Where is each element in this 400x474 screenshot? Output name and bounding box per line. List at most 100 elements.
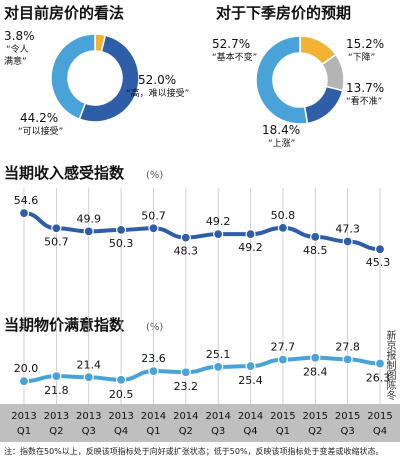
x-tick-quarter-1: Q2: [49, 426, 63, 437]
x-tick-quarter-2: Q3: [82, 426, 96, 437]
line1-point-2: [83, 226, 94, 237]
x-tick-year-2: 2013: [76, 411, 101, 422]
line2-point-3: [115, 374, 127, 385]
line1-label-6: 49.2: [206, 215, 231, 228]
x-tick-quarter-11: Q4: [373, 426, 387, 437]
pie-1-label-satisfied-line2: 满意”: [4, 55, 27, 67]
x-tick-year-7: 2014: [238, 411, 263, 422]
line2-label-0: 20.0: [14, 362, 39, 375]
line1-label-2: 49.9: [76, 212, 101, 225]
x-tick-quarter-9: Q2: [308, 426, 322, 437]
line1-point-4: [148, 223, 159, 234]
pie-1-value-satisfied: 3.8%: [4, 29, 35, 43]
pie-1-label-satisfied-line1: “令人: [6, 43, 29, 55]
line2-point-7: [245, 360, 256, 372]
line-2-unit: (%): [146, 322, 163, 333]
donut2-slice-2: [303, 85, 344, 125]
x-tick-quarter-0: Q1: [17, 426, 31, 437]
x-tick-year-4: 2014: [141, 411, 166, 422]
line2-label-4: 23.6: [141, 352, 166, 365]
line1-point-7: [245, 229, 256, 240]
line2-point-10: [342, 354, 353, 365]
footnote: 注：指数在50%以上，反映该项指标处于向好或扩张状态；低于50%，反映该项指标处…: [4, 447, 384, 456]
income-index-line: 54.6 50.7 49.9 50.3 50.7 48.3 49.2 49.2 50.8 48.5…: [14, 194, 391, 269]
pie-2-label-up: “上涨”: [268, 138, 295, 149]
price-satisfaction-line: 20.0 21.8 21.4 20.5 23.6 23.2 25.1 25.4 27.7 28.4…: [14, 340, 391, 400]
pie-2-value-unsure: 13.7%: [346, 81, 384, 95]
line1-point-1: [51, 223, 62, 234]
x-tick-quarter-6: Q3: [211, 426, 225, 437]
line2-point-9: [310, 352, 321, 363]
line2-point-2: [83, 372, 94, 383]
line2-point-4: [148, 366, 159, 377]
pie-2-value-down: 15.2%: [346, 37, 384, 51]
line1-point-11: [374, 244, 386, 255]
x-axis-band: [0, 404, 400, 442]
x-tick-year-9: 2015: [303, 411, 328, 422]
line1-label-3: 50.3: [109, 237, 134, 250]
line-1-title: 当期收入感受指数: [4, 164, 125, 182]
donut-next-quarter-expectation: [255, 35, 345, 125]
line1-point-6: [213, 229, 224, 240]
line2-point-6: [213, 361, 224, 373]
line1-label-10: 47.3: [335, 222, 360, 235]
donut1-slice-1: [78, 34, 140, 123]
line1-label-4: 50.7: [141, 209, 166, 222]
x-tick-quarter-4: Q1: [146, 426, 160, 437]
x-tick-quarter-7: Q4: [243, 426, 257, 437]
line2-point-5: [180, 367, 191, 378]
pie-1-title: 对目前房价的看法: [4, 4, 124, 22]
line2-label-9: 28.4: [303, 366, 328, 379]
line2-point-0: [18, 376, 30, 387]
x-tick-year-3: 2013: [108, 411, 133, 422]
x-tick-year-11: 2015: [367, 411, 392, 422]
line2-label-3: 20.5: [109, 388, 134, 401]
line2-point-8: [277, 354, 289, 365]
line1-label-11: 45.3: [366, 256, 391, 269]
pie-1-value-acceptable: 44.2%: [20, 111, 58, 125]
line2-point-1: [51, 371, 62, 382]
donut-current-price-view: [50, 33, 140, 123]
line1-label-8: 50.8: [271, 209, 296, 222]
line1-point-3: [115, 224, 127, 235]
line1-point-5: [180, 232, 191, 243]
x-tick-year-0: 2013: [11, 411, 36, 422]
x-tick-quarter-10: Q3: [341, 426, 355, 437]
x-tick-quarter-3: Q4: [114, 426, 128, 437]
x-tick-year-8: 2015: [270, 411, 295, 422]
line2-label-5: 23.2: [174, 380, 199, 393]
line1-label-1: 50.7: [44, 235, 69, 248]
line1-label-7: 49.2: [238, 241, 263, 254]
line1-label-5: 48.3: [174, 245, 199, 258]
pie-2-value-up: 18.4%: [262, 123, 300, 137]
line1-point-10: [342, 236, 353, 247]
x-tick-year-10: 2015: [335, 411, 360, 422]
x-tick-year-5: 2014: [173, 411, 198, 422]
pie-1-value-high: 52.0%: [138, 73, 176, 87]
line2-label-1: 21.8: [44, 384, 69, 397]
credit: 新京报制图陈冬: [384, 330, 395, 400]
pie-2-value-unchanged: 52.7%: [212, 37, 250, 51]
donut1-slice-2: [50, 33, 96, 121]
line1-point-8: [277, 222, 289, 233]
line2-label-2: 21.4: [76, 358, 101, 371]
line1-point-9: [310, 231, 321, 242]
donut2-slice-3: [255, 35, 309, 125]
line1-label-0: 54.6: [14, 194, 39, 207]
line-2-title: 当期物价满意指数: [4, 316, 125, 334]
x-axis-ticks: 2013 Q1 2013 Q2 2013 Q3 2013 Q4 2014 Q1 2014 Q2 2014…: [11, 411, 392, 437]
line2-label-7: 25.4: [238, 374, 263, 387]
pie-2-label-unsure: “看不准”: [346, 95, 382, 107]
x-tick-quarter-8: Q1: [276, 426, 290, 437]
line2-point-11: [374, 358, 386, 369]
pie-1-label-high: “高，难以接受”: [126, 87, 189, 99]
pie-2-label-unchanged: “基本不变”: [212, 51, 257, 63]
line2-label-8: 27.7: [271, 341, 296, 354]
line1-point-0: [18, 208, 30, 219]
pie-2-title: 对于下季房价的预期: [216, 4, 351, 22]
x-tick-quarter-5: Q2: [179, 426, 193, 437]
pie-1-label-acceptable: “可以接受”: [18, 125, 63, 137]
x-tick-year-6: 2014: [205, 411, 230, 422]
pie-2-label-down: “下降”: [348, 51, 375, 63]
